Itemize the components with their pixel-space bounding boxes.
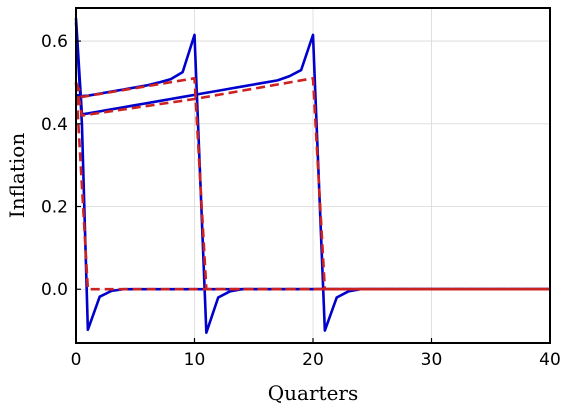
ticks: 0 10 20 30 40 0.0 0.2 0.4 0.6	[41, 32, 561, 370]
solid-series-line-0	[74, 18, 550, 332]
series-layer	[74, 18, 550, 334]
y-tick-label: 0.2	[41, 198, 68, 218]
x-tick-label: 10	[184, 350, 206, 370]
x-tick-label: 0	[71, 350, 82, 370]
y-axis-label: Inflation	[5, 133, 29, 219]
x-axis-label: Quarters	[268, 381, 358, 405]
plot-frame	[75, 7, 551, 344]
dashed-series-line-3	[74, 77, 550, 291]
x-tick-label: 30	[421, 350, 443, 370]
y-tick-label: 0.6	[41, 32, 68, 52]
x-tick-label: 20	[302, 350, 324, 370]
y-tick-label: 0.0	[41, 280, 68, 300]
y-tick-label: 0.4	[41, 115, 68, 135]
x-tick-label: 40	[539, 350, 561, 370]
